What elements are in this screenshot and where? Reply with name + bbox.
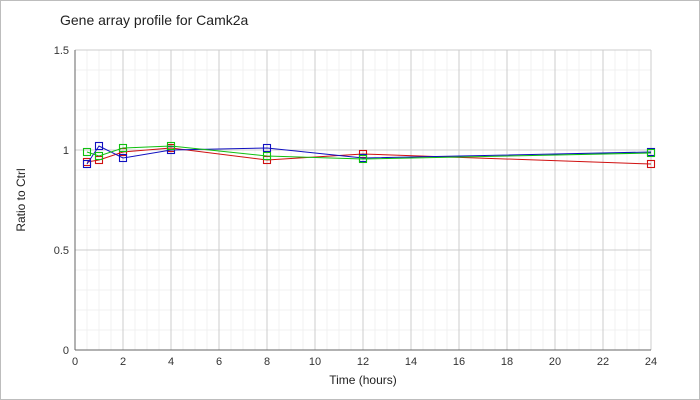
x-tick-label: 18 [501, 356, 513, 368]
y-tick-label: 0.5 [54, 245, 69, 257]
x-tick-label: 10 [309, 356, 321, 368]
data-point [646, 148, 656, 158]
data-point [262, 143, 272, 153]
x-tick-label: 4 [168, 356, 174, 368]
x-tick-label: 6 [216, 356, 222, 368]
data-point [94, 141, 104, 151]
x-axis-title: Time (hours) [329, 373, 397, 387]
series-line [86, 145, 652, 160]
series-3 [82, 141, 656, 164]
data-point [262, 151, 272, 161]
x-tick-label: 22 [597, 356, 609, 368]
chart-title: Gene array profile for Camk2a [60, 12, 249, 28]
x-tick-label: 14 [405, 356, 417, 368]
data-point [646, 159, 656, 169]
y-tick-label: 1.5 [54, 45, 69, 57]
major-grid [74, 49, 652, 351]
axes [74, 50, 651, 351]
x-tick-label: 24 [645, 356, 657, 368]
x-tick-label: 8 [264, 356, 270, 368]
x-tick-label: 20 [549, 356, 561, 368]
x-tick-label: 16 [453, 356, 465, 368]
x-tick-label: 0 [72, 356, 78, 368]
data-point [166, 141, 176, 151]
data-point [358, 154, 368, 164]
x-tick-label: 12 [357, 356, 369, 368]
series-layer [82, 141, 656, 169]
data-point [82, 159, 92, 169]
x-tick-labels: 0 2 4 6 8 10 12 14 16 18 20 22 24 [72, 356, 657, 368]
x-tick-label: 2 [120, 356, 126, 368]
data-point [118, 153, 128, 163]
y-tick-labels: 0 0.5 1 1.5 [54, 45, 69, 357]
data-point [118, 143, 128, 153]
y-axis-title: Ratio to Ctrl [14, 168, 28, 231]
series-1 [82, 143, 656, 169]
y-tick-label: 0 [63, 345, 69, 357]
data-point [82, 147, 92, 157]
data-point [94, 151, 104, 161]
y-tick-label: 1 [63, 145, 69, 157]
